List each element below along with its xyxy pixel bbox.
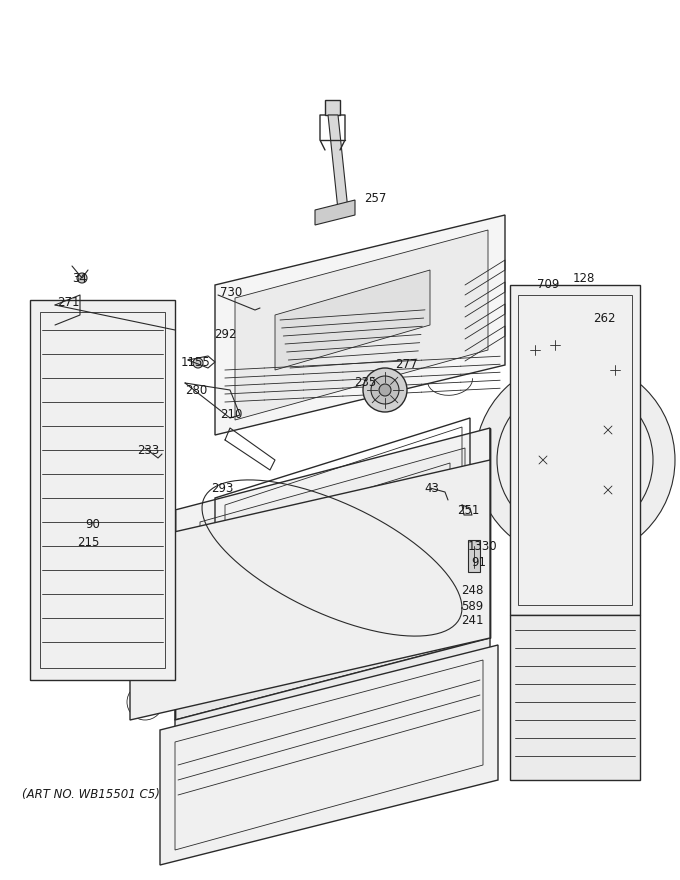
Polygon shape: [175, 608, 490, 720]
Polygon shape: [510, 615, 640, 780]
Text: 271: 271: [56, 297, 80, 310]
Text: 709: 709: [537, 278, 559, 291]
Text: 91: 91: [471, 555, 486, 568]
Text: 235: 235: [354, 376, 376, 388]
Polygon shape: [160, 645, 498, 865]
Text: 1155: 1155: [181, 356, 211, 369]
Text: 277: 277: [395, 358, 418, 371]
Circle shape: [77, 273, 87, 283]
Text: 215: 215: [77, 536, 99, 548]
Circle shape: [153, 453, 159, 459]
Circle shape: [475, 360, 675, 560]
Text: (ART NO. WB15501 C5): (ART NO. WB15501 C5): [22, 788, 160, 801]
Circle shape: [379, 384, 391, 396]
Text: 241: 241: [461, 613, 483, 627]
Text: 280: 280: [185, 384, 207, 397]
Circle shape: [562, 287, 598, 323]
Text: 43: 43: [424, 481, 439, 495]
Polygon shape: [275, 270, 430, 370]
Polygon shape: [468, 540, 480, 572]
Text: 293: 293: [211, 481, 233, 495]
Text: 730: 730: [220, 285, 242, 298]
Text: 292: 292: [214, 328, 236, 341]
Polygon shape: [315, 200, 355, 225]
Circle shape: [497, 382, 653, 538]
Polygon shape: [130, 460, 490, 720]
Text: 128: 128: [573, 272, 595, 284]
Circle shape: [371, 376, 399, 404]
Text: 257: 257: [364, 192, 386, 204]
Text: 248: 248: [461, 584, 483, 598]
Text: 589: 589: [461, 599, 483, 612]
Polygon shape: [328, 115, 348, 210]
Polygon shape: [30, 300, 175, 680]
Circle shape: [363, 368, 407, 412]
Text: 1330: 1330: [467, 540, 497, 554]
Text: 251: 251: [457, 503, 479, 517]
Polygon shape: [325, 100, 340, 115]
Text: 34: 34: [73, 272, 88, 284]
Circle shape: [255, 306, 261, 312]
Polygon shape: [510, 285, 640, 615]
Text: 90: 90: [86, 517, 101, 531]
Polygon shape: [235, 230, 488, 420]
Polygon shape: [215, 215, 505, 435]
Polygon shape: [175, 638, 490, 848]
Polygon shape: [175, 428, 490, 692]
Text: 210: 210: [220, 408, 242, 422]
Text: 262: 262: [593, 312, 615, 325]
Text: 233: 233: [137, 444, 159, 457]
Polygon shape: [200, 448, 465, 666]
Circle shape: [440, 489, 448, 497]
Circle shape: [85, 519, 95, 529]
Circle shape: [193, 358, 203, 368]
